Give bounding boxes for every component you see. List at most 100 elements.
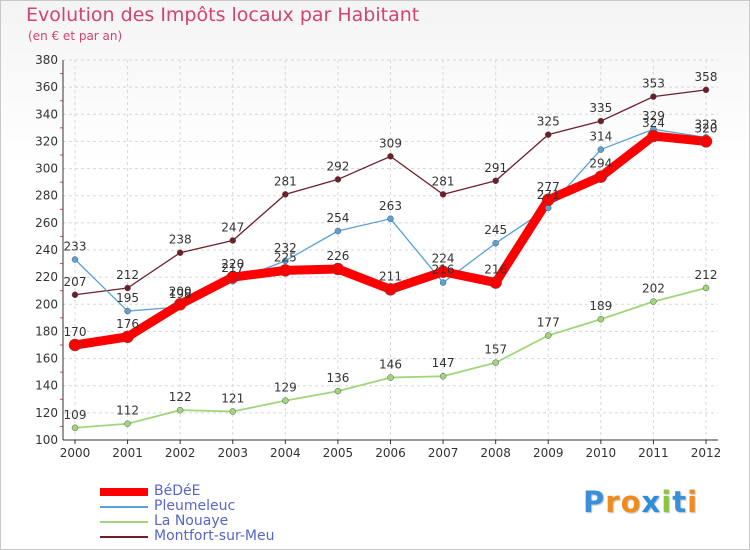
data-label-la-nouaye: 147 bbox=[432, 356, 455, 370]
data-label-montfort-sur-meu: 353 bbox=[642, 77, 665, 91]
data-point-pleumeleuc bbox=[282, 257, 289, 265]
data-label-pleumeleuc: 198 bbox=[169, 287, 192, 301]
data-label-la-nouaye: 129 bbox=[274, 381, 297, 395]
data-point-bedee bbox=[699, 135, 713, 148]
legend-swatch-montfort-sur-meu bbox=[100, 535, 148, 538]
data-label-bedee: 226 bbox=[326, 249, 349, 263]
x-tick-label: 2001 bbox=[112, 446, 143, 460]
x-tick-label: 2008 bbox=[480, 446, 511, 460]
y-tick-label: 240 bbox=[35, 243, 58, 257]
data-label-la-nouaye: 189 bbox=[589, 299, 612, 313]
y-tick-label: 380 bbox=[35, 53, 58, 67]
data-point-la-nouaye bbox=[439, 372, 447, 380]
data-point-montfort-sur-meu bbox=[282, 191, 289, 198]
y-tick-label: 360 bbox=[35, 80, 58, 94]
data-point-montfort-sur-meu bbox=[439, 191, 447, 198]
data-label-montfort-sur-meu: 281 bbox=[432, 174, 455, 188]
data-point-bedee bbox=[542, 193, 555, 207]
x-tick-label: 2002 bbox=[165, 446, 196, 460]
data-label-bedee: 224 bbox=[432, 252, 455, 266]
data-point-bedee bbox=[436, 265, 450, 278]
data-point-la-nouaye bbox=[282, 397, 289, 404]
data-point-la-nouaye bbox=[597, 315, 605, 323]
y-tick-label: 260 bbox=[35, 216, 58, 230]
legend-label-montfort-sur-meu: Montfort-sur-Meu bbox=[154, 528, 275, 544]
data-point-pleumeleuc bbox=[71, 256, 79, 263]
data-point-montfort-sur-meu bbox=[545, 131, 552, 138]
data-label-montfort-sur-meu: 358 bbox=[695, 70, 718, 84]
data-label-bedee: 211 bbox=[379, 269, 402, 283]
data-point-la-nouaye bbox=[229, 408, 236, 415]
y-tick-label: 320 bbox=[35, 134, 58, 148]
data-point-bedee bbox=[647, 129, 660, 143]
data-point-la-nouaye bbox=[387, 374, 394, 381]
x-tick-label: 2009 bbox=[533, 446, 564, 460]
data-label-bedee: 324 bbox=[642, 116, 665, 130]
x-tick-label: 2000 bbox=[60, 446, 91, 460]
proxiti-logo: Proxiti bbox=[583, 485, 698, 519]
data-label-montfort-sur-meu: 309 bbox=[379, 136, 402, 150]
x-tick-label: 2005 bbox=[323, 446, 354, 460]
data-point-la-nouaye bbox=[702, 284, 710, 292]
data-point-la-nouaye bbox=[545, 332, 552, 339]
data-label-la-nouaye: 202 bbox=[642, 282, 665, 296]
y-tick-label: 300 bbox=[35, 162, 58, 176]
data-label-pleumeleuc: 263 bbox=[379, 199, 402, 213]
data-label-pleumeleuc: 314 bbox=[589, 130, 612, 144]
data-point-pleumeleuc bbox=[334, 227, 342, 235]
data-point-la-nouaye bbox=[650, 298, 657, 305]
y-tick-label: 340 bbox=[35, 107, 58, 121]
data-label-pleumeleuc: 216 bbox=[432, 263, 455, 277]
line-chart: 100 120 140 160 180 200 220 240 260 280 300 320 340 3… bbox=[35, 53, 721, 460]
data-point-la-nouaye bbox=[124, 420, 131, 427]
x-tick-label: 2011 bbox=[638, 446, 669, 460]
legend-item-montfort-sur-meu: Montfort-sur-Meu bbox=[100, 529, 274, 544]
data-label-la-nouaye: 112 bbox=[116, 404, 139, 418]
data-point-la-nouaye bbox=[176, 406, 184, 414]
data-point-bedee bbox=[279, 264, 292, 277]
data-point-bedee bbox=[489, 276, 502, 289]
data-point-bedee bbox=[384, 283, 397, 296]
y-tick-label: 280 bbox=[35, 189, 58, 203]
data-label-montfort-sur-meu: 212 bbox=[116, 268, 139, 282]
legend-label-la-nouaye: La Nouaye bbox=[154, 513, 229, 529]
data-point-montfort-sur-meu bbox=[702, 86, 710, 94]
data-label-la-nouaye: 121 bbox=[221, 392, 244, 406]
data-point-montfort-sur-meu bbox=[387, 153, 394, 160]
data-point-montfort-sur-meu bbox=[597, 117, 605, 125]
logo-letter: o bbox=[620, 485, 642, 519]
data-point-pleumeleuc bbox=[492, 239, 499, 247]
logo-letter: r bbox=[605, 485, 621, 519]
legend-item-pleumeleuc: Pleumeleuc bbox=[100, 499, 274, 514]
data-label-bedee: 294 bbox=[589, 157, 612, 171]
data-point-montfort-sur-meu bbox=[229, 237, 236, 244]
x-tick-label: 2006 bbox=[375, 446, 406, 460]
data-point-bedee bbox=[331, 262, 345, 276]
data-label-montfort-sur-meu: 335 bbox=[589, 101, 612, 115]
data-point-la-nouaye bbox=[492, 359, 499, 366]
data-label-pleumeleuc: 217 bbox=[221, 261, 244, 275]
data-point-la-nouaye bbox=[71, 424, 79, 432]
data-point-pleumeleuc bbox=[597, 146, 605, 153]
data-point-montfort-sur-meu bbox=[176, 249, 184, 256]
data-point-montfort-sur-meu bbox=[71, 291, 79, 299]
data-label-montfort-sur-meu: 281 bbox=[274, 174, 297, 188]
y-tick-label: 160 bbox=[35, 352, 58, 366]
data-point-pleumeleuc bbox=[439, 279, 447, 286]
data-label-bedee: 216 bbox=[484, 263, 507, 277]
data-label-la-nouaye: 136 bbox=[326, 371, 349, 385]
data-label-pleumeleuc: 254 bbox=[326, 211, 349, 225]
y-tick-label: 140 bbox=[35, 379, 58, 393]
data-label-montfort-sur-meu: 325 bbox=[537, 115, 560, 129]
y-tick-label: 100 bbox=[35, 433, 58, 447]
data-point-bedee bbox=[121, 330, 134, 344]
data-point-montfort-sur-meu bbox=[334, 176, 342, 183]
data-label-pleumeleuc: 232 bbox=[274, 241, 297, 255]
data-label-la-nouaye: 146 bbox=[379, 358, 402, 372]
logo-letter: t bbox=[672, 485, 688, 519]
logo-letter: i bbox=[661, 485, 673, 519]
data-label-pleumeleuc: 195 bbox=[116, 291, 139, 305]
data-label-montfort-sur-meu: 238 bbox=[169, 233, 192, 247]
data-label-bedee: 176 bbox=[116, 317, 139, 331]
